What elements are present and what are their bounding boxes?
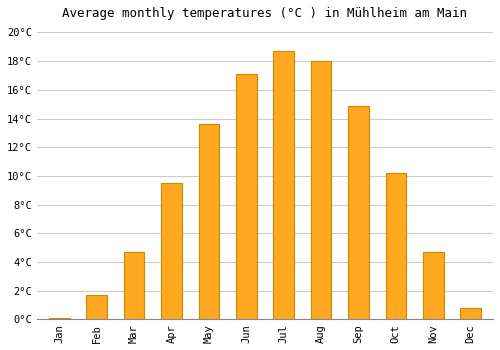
Bar xyxy=(236,74,256,320)
Bar xyxy=(310,61,332,320)
Bar xyxy=(198,124,219,320)
Bar xyxy=(386,173,406,320)
Bar xyxy=(274,51,294,320)
Bar xyxy=(86,295,107,320)
Bar xyxy=(348,106,368,320)
Bar xyxy=(49,318,70,320)
Bar xyxy=(460,308,481,320)
Title: Average monthly temperatures (°C ) in Mühlheim am Main: Average monthly temperatures (°C ) in Mü… xyxy=(62,7,468,20)
Bar xyxy=(124,252,144,320)
Bar xyxy=(161,183,182,320)
Bar xyxy=(423,252,444,320)
